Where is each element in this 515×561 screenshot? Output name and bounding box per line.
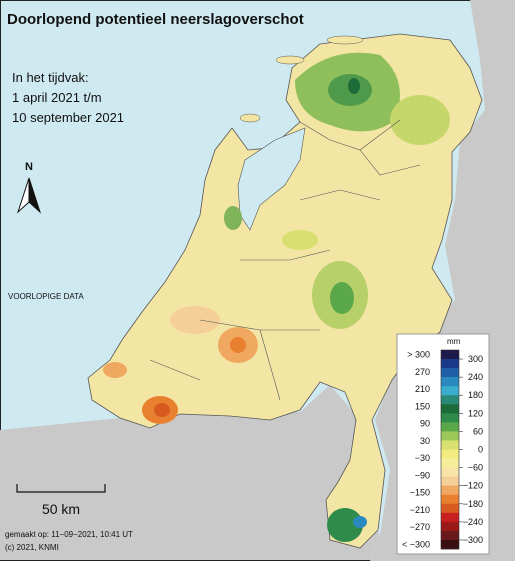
- dry-area: [154, 403, 170, 417]
- legend: > 300 270 210 150 90 30 −30 −90 −150 −210 −270 < −3…: [402, 350, 483, 550]
- legend-swatch: [441, 440, 459, 450]
- scale-label: 50 km: [42, 501, 80, 517]
- legend-unit: mm: [447, 337, 461, 346]
- legend-label: 240: [468, 372, 483, 382]
- legend-label: −120: [463, 481, 483, 491]
- wet-area: [224, 206, 242, 230]
- dry-area: [103, 362, 127, 378]
- wet-area: [353, 516, 367, 528]
- legend-label: 60: [473, 426, 483, 436]
- legend-swatch: [441, 458, 459, 468]
- legend-swatch: [441, 494, 459, 505]
- island: [275, 55, 305, 65]
- wet-area: [327, 508, 363, 542]
- island: [239, 113, 261, 123]
- legend-label: 150: [415, 401, 430, 411]
- north-arrow: [28, 177, 42, 214]
- legend-label: 180: [468, 390, 483, 400]
- legend-swatch: [441, 485, 459, 496]
- legend-swatch: [441, 503, 459, 514]
- legend-label: 270: [415, 367, 430, 377]
- legend-swatch: [441, 368, 459, 378]
- legend-swatch: [441, 431, 459, 441]
- legend-label: −210: [410, 505, 430, 515]
- legend-label: −180: [463, 499, 483, 509]
- footer: gemaakt op: 11−09−2021, 10:41 UT: [5, 530, 133, 539]
- period: 1 april 2021 t/m: [12, 90, 102, 105]
- legend-label: −270: [410, 522, 430, 532]
- legend-swatch: [441, 521, 459, 532]
- legend-swatch: [441, 386, 459, 396]
- legend-swatch: [441, 359, 459, 369]
- legend-swatch: [441, 476, 459, 486]
- legend-label: < −300: [402, 539, 430, 549]
- period: 10 september 2021: [12, 110, 124, 125]
- period: In het tijdvak:: [12, 70, 89, 85]
- legend-swatch: [441, 530, 459, 541]
- netherlands: [87, 33, 483, 549]
- legend-label: −150: [410, 488, 430, 498]
- legend-swatch: [441, 404, 459, 414]
- legend-label: −90: [415, 470, 430, 480]
- scale-bar: [16, 484, 106, 493]
- legend-label: −240: [463, 517, 483, 527]
- legend-label: > 300: [407, 350, 430, 360]
- dry-area: [230, 337, 246, 353]
- legend-label: −30: [415, 453, 430, 463]
- wet-area: [330, 282, 354, 314]
- legend-swatch: [441, 512, 459, 523]
- north-label: N: [25, 161, 33, 173]
- legend-label: 120: [468, 408, 483, 418]
- legend-label: 0: [478, 445, 483, 455]
- legend-swatch: [441, 467, 459, 477]
- legend-swatch: [441, 422, 459, 432]
- legend-swatch: [441, 395, 459, 405]
- belgium: [0, 385, 380, 560]
- ijsselmeer: [237, 127, 306, 231]
- dry-area: [170, 306, 220, 334]
- wet-area: [282, 230, 318, 250]
- title: Doorlopend potentieel neerslagoverschot: [7, 11, 304, 28]
- legend-swatch: [441, 350, 459, 360]
- legend-label: 90: [420, 419, 430, 429]
- legend-label: 30: [420, 436, 430, 446]
- legend-label: 210: [415, 384, 430, 394]
- legend-swatch: [441, 413, 459, 423]
- province-border: [149, 119, 421, 401]
- status: VOORLOPIGE DATA: [8, 292, 84, 301]
- legend-label: 300: [468, 354, 483, 364]
- legend-swatch: [441, 449, 459, 459]
- legend-label: −300: [463, 535, 483, 545]
- wet-area: [390, 95, 450, 145]
- island: [326, 35, 364, 45]
- legend-swatch: [441, 377, 459, 387]
- legend-swatch: [441, 539, 459, 550]
- wet-area: [348, 78, 360, 94]
- legend-label: −60: [468, 463, 483, 473]
- footer: (c) 2021, KNMI: [5, 543, 59, 552]
